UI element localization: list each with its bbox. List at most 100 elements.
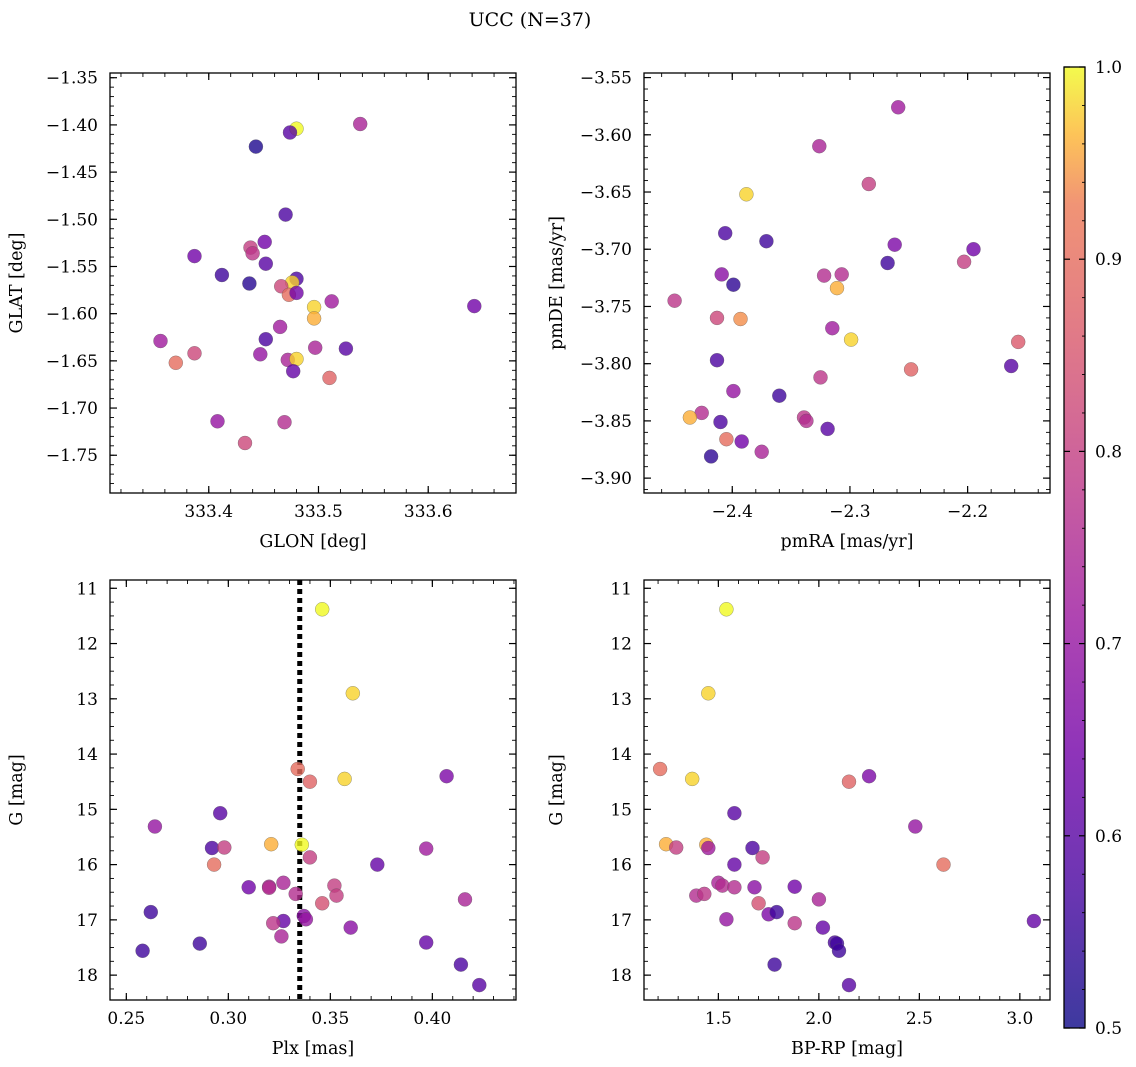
y-tick-label: −3.70 [580,240,632,260]
y-tick-label: −3.75 [580,297,632,317]
colorbar-tick-label: 0.7 [1095,635,1122,655]
data-point [709,352,725,368]
y-tick-label: −3.60 [580,126,632,146]
data-point [307,340,323,355]
y-tick-label: −1.55 [46,257,98,277]
data-point [258,331,274,347]
y-tick-label: 13 [76,690,98,710]
colorbar-tick-label: 0.5 [1095,1019,1122,1039]
data-point [769,904,784,920]
y-tick-label: −1.75 [46,446,98,466]
data-point [841,774,857,789]
data-point [302,774,318,789]
data-point [816,268,832,283]
data-point [370,857,385,872]
figure-title: UCC (N=37) [469,9,592,31]
data-point [241,880,256,895]
x-tick-label: 333.5 [294,502,343,522]
data-point [345,686,361,701]
axes-frame [643,72,1051,494]
data-point [727,857,742,872]
data-point [1010,334,1026,350]
x-tick-label: −2.4 [712,502,753,522]
data-point [890,100,906,115]
data-point [719,431,734,447]
data-point [352,116,368,132]
y-tick-label: 18 [610,966,632,986]
y-tick-label: −1.45 [46,163,98,183]
data-point [289,351,304,367]
data-point [206,857,222,872]
y-axis-label: G [mag] [7,754,27,825]
y-tick-label: 14 [76,745,98,765]
data-point [727,880,742,895]
x-axis-label: BP-RP [mag] [791,1039,903,1059]
data-point [668,840,684,855]
data-point [418,935,434,950]
axes-frame [109,72,517,494]
y-axis-label: pmDE [mas/yr] [547,216,567,350]
colorbar: 0.5 0.6 0.7 0.8 0.9 1.0 [1063,58,1122,1039]
data-point [861,176,877,192]
axes-frame [643,579,1051,1001]
data-point [282,125,298,140]
scatter-panel-4: 1.5 2.0 2.5 3.0 11 12 13 14 15 16 17 18 BP-RP [mag] G… [547,579,1051,1059]
x-tick-label: 0.25 [107,1009,145,1029]
data-point [192,936,208,951]
data-point [726,383,741,399]
colorbar-frame [1063,66,1086,1029]
y-tick-label: −1.70 [46,399,98,419]
data-point [739,187,754,202]
data-point [745,840,760,856]
data-point [936,857,951,872]
data-point [727,805,742,821]
data-point [214,267,230,283]
x-tick-label: 0.30 [209,1009,247,1029]
data-point [719,602,734,617]
data-point [314,896,330,911]
data-point [472,977,487,993]
data-point [258,256,274,271]
data-point [467,298,482,314]
data-point [272,319,288,335]
colorbar-tick-label: 0.8 [1095,442,1122,462]
data-point [237,435,253,451]
data-point [1003,358,1019,374]
colorbar-gradient [1064,67,1085,1028]
data-point [733,311,748,327]
data-point [288,886,303,902]
y-tick-label: −1.60 [46,305,98,325]
data-point [697,886,712,902]
data-point [294,837,310,852]
x-axis-label: GLON [deg] [259,532,366,552]
data-point [717,225,733,241]
data-point [217,840,232,855]
data-point [274,929,289,944]
y-tick-label: 12 [610,635,632,655]
data-point [210,414,225,429]
y-tick-label: −3.80 [580,355,632,375]
data-point [143,904,159,920]
y-tick-label: 13 [610,690,632,710]
data-point [277,414,292,430]
data-point [820,421,835,437]
data-point [715,878,730,893]
x-tick-label: 333.6 [404,502,453,522]
data-point [302,850,318,865]
data-point [767,957,782,972]
colorbar-tick-label: 0.9 [1095,250,1122,270]
data-point [257,234,272,250]
data-point [956,254,972,270]
data-point [248,139,264,154]
data-point [966,241,981,257]
data-point [276,875,291,891]
data-point [306,311,322,326]
data-point [747,880,762,895]
x-tick-label: 3.0 [1006,1009,1033,1029]
x-tick-label: 2.5 [906,1009,933,1029]
data-point [298,912,314,927]
y-axis-label: GLAT [deg] [7,233,27,334]
y-tick-label: −1.50 [46,210,98,230]
data-point [322,370,337,386]
